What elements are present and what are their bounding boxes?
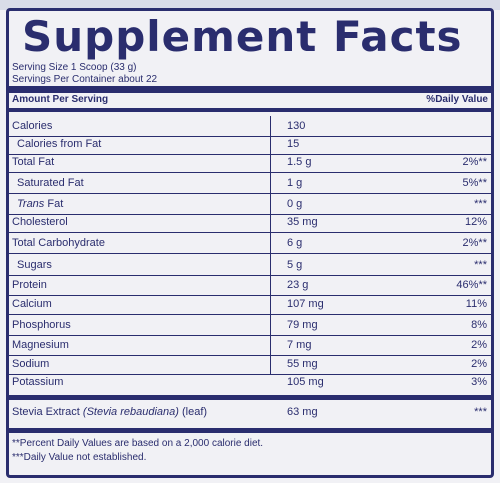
nutrient-name: Stevia Extract (Stevia rebaudiana) (leaf… [12,406,207,418]
nutrient-row: Magnesium 7 mg 2% [9,335,491,356]
nutrient-name: Sodium [12,358,50,370]
nutrient-dv: *** [474,259,487,271]
nutrient-row: Calories 130 [9,116,491,137]
nutrient-dv: 12% [464,216,487,228]
nutrient-dv: *** [474,198,487,210]
nutrient-amount: 105 mg [287,376,324,388]
nutrient-name: Total Carbohydrate [12,237,105,249]
nutrient-name-main: Stevia Extract [12,406,83,418]
nutrient-row: Trans Fat 0 g *** [9,194,491,215]
nutrient-name-suffix: (leaf) [178,406,208,418]
nutrient-row: Total Carbohydrate 6 g 2%** [9,233,491,254]
section-rule [9,395,491,400]
nutrient-dv: 46%** [456,279,487,291]
nutrient-row: Stevia Extract (Stevia rebaudiana) (leaf… [9,402,491,423]
nutrient-name: Saturated Fat [17,177,84,189]
nutrient-amount: 23 g [287,279,309,291]
nutrient-name-suffix: Fat [44,198,64,210]
nutrient-row: Sodium 55 mg 2% [9,354,491,375]
nutrient-name-italic: Trans [17,198,45,210]
nutrient-amount: 130 [287,120,306,132]
nutrient-name: Trans Fat [17,198,63,210]
nutrient-name: Protein [12,279,47,291]
nutrient-amount: 15 [287,138,300,150]
footnote-dv-not-established: ***Daily Value not established. [12,452,147,463]
nutrient-dv: 11% [465,298,487,310]
serving-size: Serving Size 1 Scoop (33 g) [12,62,137,73]
nutrient-amount: 55 mg [287,358,318,370]
nutrient-name: Magnesium [12,339,69,351]
nutrient-dv: 8% [471,319,487,331]
nutrient-name: Calcium [12,298,52,310]
nutrient-dv: 2% [471,339,487,351]
nutrient-row: Phosphorus 79 mg 8% [9,315,491,336]
nutrient-row: Calcium 107 mg 11% [9,294,491,315]
nutrient-name: Sugars [17,259,52,271]
nutrient-dv: 2% [471,358,487,370]
nutrient-amount: 1.5 g [287,156,312,168]
nutrient-row: Potassium 105 mg 3% [9,372,491,393]
footnote-percent-dv: **Percent Daily Values are based on a 2,… [12,438,264,449]
nutrient-row: Protein 23 g 46%** [9,275,491,296]
nutrient-name: Calories from Fat [17,138,102,150]
nutrient-row: Total Fat 1.5 g 2%** [9,152,491,173]
header-daily-value: %Daily Value [426,94,488,105]
nutrient-row: Sugars 5 g *** [9,255,491,276]
header-amount: Amount Per Serving [12,94,109,105]
nutrient-amount: 35 mg [287,216,318,228]
header-rule-bottom [9,108,491,112]
nutrient-amount: 63 mg [287,406,318,418]
panel-title: Supplement Facts [22,12,463,61]
nutrient-name: Cholesterol [12,216,68,228]
nutrient-name: Calories [12,120,53,132]
nutrient-amount: 79 mg [287,319,318,331]
nutrient-row: Cholesterol 35 mg 12% [9,212,491,233]
nutrient-amount: 5 g [287,259,303,271]
footer-rule [9,428,491,433]
nutrient-amount: 7 mg [287,339,312,351]
nutrient-name: Potassium [12,376,64,388]
nutrient-row: Calories from Fat 15 [9,134,491,155]
nutrient-dv: 3% [471,376,487,388]
top-strip [0,0,500,10]
servings-per-container: Servings Per Container about 22 [12,74,158,85]
label-frame [6,8,494,478]
nutrient-name: Phosphorus [12,319,71,331]
nutrient-amount: 1 g [287,177,303,189]
nutrient-amount: 107 mg [287,298,324,310]
nutrient-dv: 5%** [462,177,487,189]
nutrient-name-italic: (Stevia rebaudiana) [82,406,179,418]
nutrient-amount: 0 g [287,198,303,210]
nutrient-name: Total Fat [12,156,55,168]
column-divider [270,116,271,374]
nutrient-dv: 2%** [462,237,487,249]
header-rule-top [9,86,491,93]
nutrient-amount: 6 g [287,237,303,249]
nutrient-dv: *** [474,406,487,418]
nutrient-dv: 2%** [462,156,487,168]
nutrient-row: Saturated Fat 1 g 5%** [9,173,491,194]
